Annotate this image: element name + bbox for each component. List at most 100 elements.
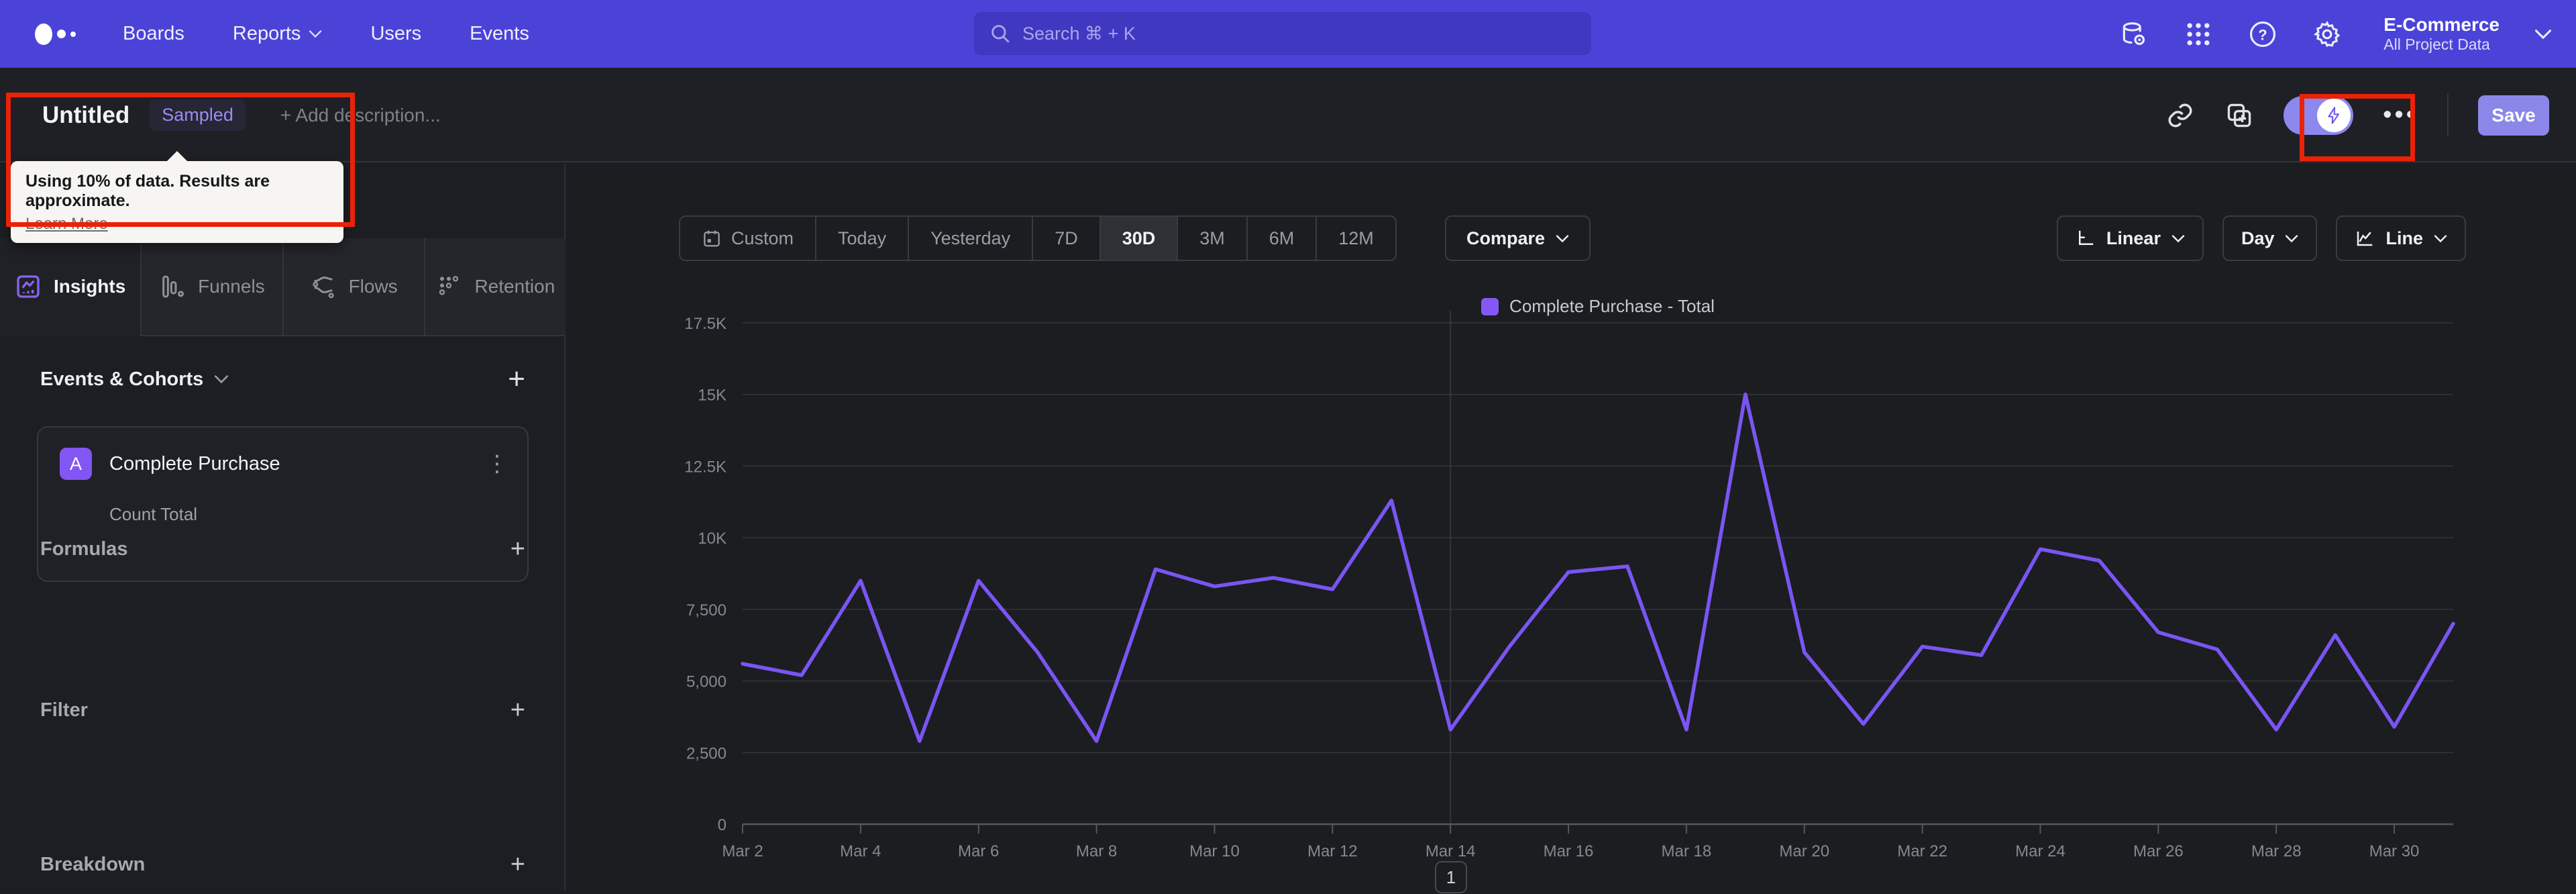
calendar-icon (704, 230, 720, 247)
tab-funnels[interactable]: Funnels (140, 238, 282, 336)
x-axis-tick-label: Mar 2 (722, 842, 763, 860)
apps-grid-icon[interactable] (2184, 19, 2213, 49)
chart-display-controls: Linear Day Line (2056, 215, 2466, 261)
chart-legend[interactable]: Complete Purchase - Total (743, 296, 2453, 317)
add-to-board-icon[interactable] (2224, 101, 2254, 130)
events-cohorts-header: Events & Cohorts + (40, 364, 525, 394)
svg-text:?: ? (2259, 26, 2267, 43)
line-chart[interactable]: 0 2,500 5,000 7,500 10K 12.5K 15K 17.5K Mar 2 Mar… (567, 163, 2576, 891)
section-breakdown: Breakdown + (40, 852, 525, 877)
chart-type-dropdown[interactable]: Line (2336, 215, 2466, 261)
section-formulas: Formulas + (40, 536, 525, 562)
top-nav-right: ? E-Commerce All Project Data (2119, 0, 2552, 68)
add-event-button[interactable]: + (508, 362, 525, 395)
range-yesterday[interactable]: Yesterday (908, 217, 1032, 260)
compare-button[interactable]: Compare (1445, 215, 1591, 261)
x-axis-tick-label: Mar 20 (1779, 842, 1829, 860)
report-type-tabs: Insights Funnels Flows Retention (0, 238, 566, 336)
project-selector[interactable]: E-Commerce All Project Data (2383, 14, 2500, 54)
x-axis-tick-label: Mar 6 (958, 842, 999, 860)
y-axis-tick-label: 0 (718, 816, 727, 834)
sampling-tooltip-text: Using 10% of data. Results are approxima… (25, 172, 270, 210)
range-3m[interactable]: 3M (1177, 217, 1246, 260)
pagination-page-button[interactable]: 1 (1435, 861, 1467, 893)
scale-dropdown[interactable]: Linear (2056, 215, 2204, 261)
events-cohorts-label[interactable]: Events & Cohorts (40, 368, 229, 391)
x-axis-tick-label: Mar 10 (1189, 842, 1240, 860)
tab-insights[interactable]: Insights (0, 238, 141, 336)
data-management-icon[interactable] (2119, 19, 2149, 49)
tab-retention[interactable]: Retention (423, 238, 566, 336)
range-12m[interactable]: 12M (1316, 217, 1395, 260)
range-label: Today (838, 228, 887, 248)
nav-item-reports[interactable]: Reports (233, 23, 323, 45)
line-chart-icon (2357, 232, 2373, 246)
mixpanel-logo[interactable] (35, 23, 76, 45)
copy-link-icon[interactable] (2165, 101, 2195, 130)
save-button[interactable]: Save (2478, 95, 2549, 136)
x-axis-tick-label: Mar 30 (2369, 842, 2420, 860)
x-axis-tick-label: Mar 8 (1076, 842, 1117, 860)
interval-label: Day (2241, 228, 2275, 248)
range-30d[interactable]: 30D (1099, 217, 1177, 260)
sampling-toggle[interactable] (2284, 95, 2354, 135)
chart-controls: Custom Today Yesterday 7D 30D 3M 6M 12M Compare… (567, 215, 2576, 261)
learn-more-link[interactable]: Learn More (25, 215, 108, 233)
add-formulas-button[interactable]: + (510, 535, 525, 563)
report-title[interactable]: Untitled (42, 101, 130, 128)
search-placeholder: Search ⌘ + K (1022, 23, 1136, 44)
series-line-complete-purchase[interactable] (741, 392, 2455, 743)
range-label: 30D (1122, 228, 1156, 248)
nav-item-label: Boards (123, 23, 184, 44)
y-axis-tick-label: 5,000 (686, 673, 727, 691)
range-7d[interactable]: 7D (1032, 217, 1099, 260)
flows-icon (312, 277, 334, 299)
nav-item-label: Events (470, 23, 529, 44)
funnels-icon (162, 275, 184, 298)
y-axis-tick-label: 17.5K (684, 315, 727, 333)
x-axis-tick-label: Mar 4 (840, 842, 881, 860)
compare-label: Compare (1466, 228, 1546, 248)
chevron-down-icon (2286, 234, 2298, 242)
y-axis-tick-label: 12.5K (684, 458, 727, 476)
logo-dot-large (35, 23, 52, 45)
interval-dropdown[interactable]: Day (2222, 215, 2318, 261)
range-custom[interactable]: Custom (680, 217, 815, 260)
y-axis-tick-label: 7,500 (686, 601, 727, 619)
search-input[interactable]: Search ⌘ + K (974, 12, 1591, 55)
tab-label: Flows (348, 276, 398, 297)
chevron-down-icon (2434, 234, 2447, 242)
tab-flows[interactable]: Flows (282, 238, 424, 336)
nav-item-events[interactable]: Events (470, 23, 529, 45)
range-6m[interactable]: 6M (1246, 217, 1316, 260)
nav-item-label: Reports (232, 23, 301, 44)
x-axis-tick-label: Mar 12 (1307, 842, 1358, 860)
tab-label: Insights (53, 276, 126, 297)
chevron-down-icon (2171, 234, 2185, 242)
events-cohorts-text: Events & Cohorts (40, 368, 204, 390)
range-today[interactable]: Today (815, 217, 908, 260)
event-metric[interactable]: Count Total (109, 504, 198, 524)
query-sidebar: Insights Funnels Flows Retention Events & C… (0, 163, 566, 891)
range-label: 7D (1055, 228, 1078, 248)
chevron-down-icon (2535, 29, 2551, 39)
project-name: E-Commerce (2383, 14, 2500, 36)
nav-item-boards[interactable]: Boards (123, 23, 184, 45)
settings-gear-icon[interactable] (2312, 19, 2342, 49)
sampling-tooltip: Using 10% of data. Results are approxima… (11, 151, 343, 243)
range-label: Yesterday (930, 228, 1011, 248)
tab-label: Retention (474, 276, 555, 297)
event-options-icon[interactable]: ⋮ (486, 451, 508, 477)
add-filter-button[interactable]: + (510, 696, 525, 724)
x-axis-tick-label: Mar 18 (1662, 842, 1712, 860)
range-label: 3M (1199, 228, 1225, 248)
event-name: Complete Purchase (109, 452, 280, 475)
add-description-button[interactable]: + Add description... (280, 104, 441, 126)
linear-axis-icon (2078, 230, 2094, 245)
more-options-icon[interactable]: ••• (2383, 101, 2418, 129)
nav-item-users[interactable]: Users (370, 23, 421, 45)
event-card[interactable]: A Complete Purchase ⋮ Count Total (37, 426, 529, 582)
sampled-badge[interactable]: Sampled (150, 99, 246, 131)
help-icon[interactable]: ? (2248, 19, 2277, 49)
add-breakdown-button[interactable]: + (510, 850, 525, 879)
